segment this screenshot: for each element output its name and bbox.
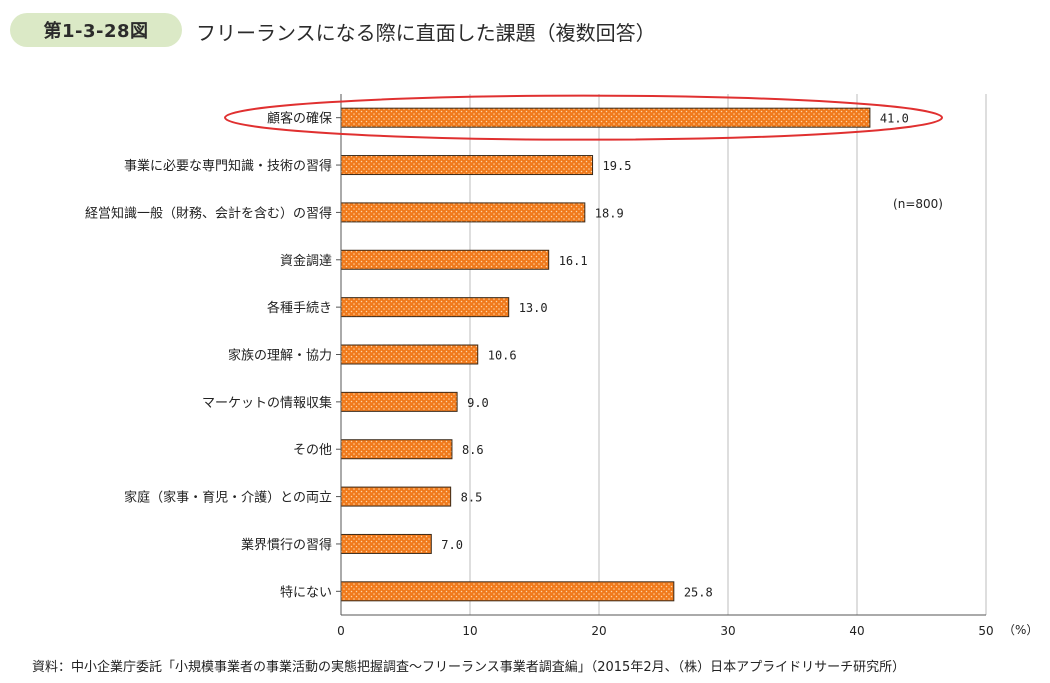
bar-value-label: 41.0: [880, 112, 909, 126]
bar-value-label: 8.5: [461, 491, 483, 505]
category-label: 経営知識一般（財務、会計を含む）の習得: [85, 205, 332, 221]
bar: [340, 391, 458, 412]
bar: [340, 439, 453, 460]
x-tick-label: 40: [849, 624, 864, 638]
sample-size-note: (n=800): [893, 197, 943, 211]
bars: 41.0 19.5 18.9 16.1 13.0 10.6 9.0 8.6 8.5 7.0 25.8: [340, 107, 909, 602]
unit-label: （%）: [1003, 623, 1038, 637]
bar: [340, 249, 550, 270]
x-tick-label: 0: [337, 624, 345, 638]
bar: [340, 344, 479, 365]
highlight-ellipse: [224, 94, 943, 141]
gridlines: [469, 94, 987, 615]
category-label: 資金調達: [280, 253, 332, 269]
bar-value-label: 25.8: [684, 585, 713, 599]
x-tick-label: 20: [591, 624, 606, 638]
bar: [340, 155, 594, 176]
category-label: 業界慣行の習得: [241, 537, 332, 553]
x-tick-label: 30: [720, 624, 735, 638]
bar-value-label: 13.0: [519, 301, 548, 315]
category-label: 家庭（家事・育児・介護）との両立: [124, 490, 332, 506]
bar: [340, 533, 432, 554]
category-label: 事業に必要な専門知識・技術の習得: [124, 158, 332, 174]
bar-value-label: 19.5: [603, 159, 632, 173]
x-tick-label: 10: [462, 624, 477, 638]
category-label: 各種手続き: [267, 300, 332, 316]
bar: [340, 486, 452, 507]
bar-value-label: 18.9: [595, 206, 624, 220]
category-label: その他: [293, 443, 332, 458]
x-tick-label: 50: [978, 624, 993, 638]
category-label: 家族の理解・協力: [228, 348, 332, 364]
figure-number-badge: 第1-3-28図: [10, 13, 182, 47]
category-label: 顧客の確保: [267, 111, 332, 127]
source-note: 資料：中小企業庁委託「小規模事業者の事業活動の実態把握調査～フリーランス事業者調…: [32, 660, 906, 675]
bar-chart: 41.0 19.5 18.9 16.1 13.0 10.6 9.0 8.6 8.5 7.0 25.8…: [85, 94, 1038, 638]
bar: [340, 297, 510, 318]
bar-value-label: 10.6: [488, 349, 517, 363]
x-axis: 0 10 20 30 40 50 顧客の確保事業に必要な専門知識・技術の習得経営知識一般（財…: [85, 94, 994, 638]
bar: [340, 107, 871, 128]
bar: [340, 581, 675, 602]
category-label: マーケットの情報収集: [202, 395, 332, 411]
chart-title: フリーランスになる際に直面した課題（複数回答）: [196, 21, 656, 45]
bar-value-label: 7.0: [441, 538, 463, 552]
bar-value-label: 9.0: [467, 396, 489, 410]
bar: [340, 202, 586, 223]
category-label: 特にない: [280, 585, 332, 600]
bar-value-label: 16.1: [559, 254, 588, 268]
bar-value-label: 8.6: [462, 443, 484, 457]
